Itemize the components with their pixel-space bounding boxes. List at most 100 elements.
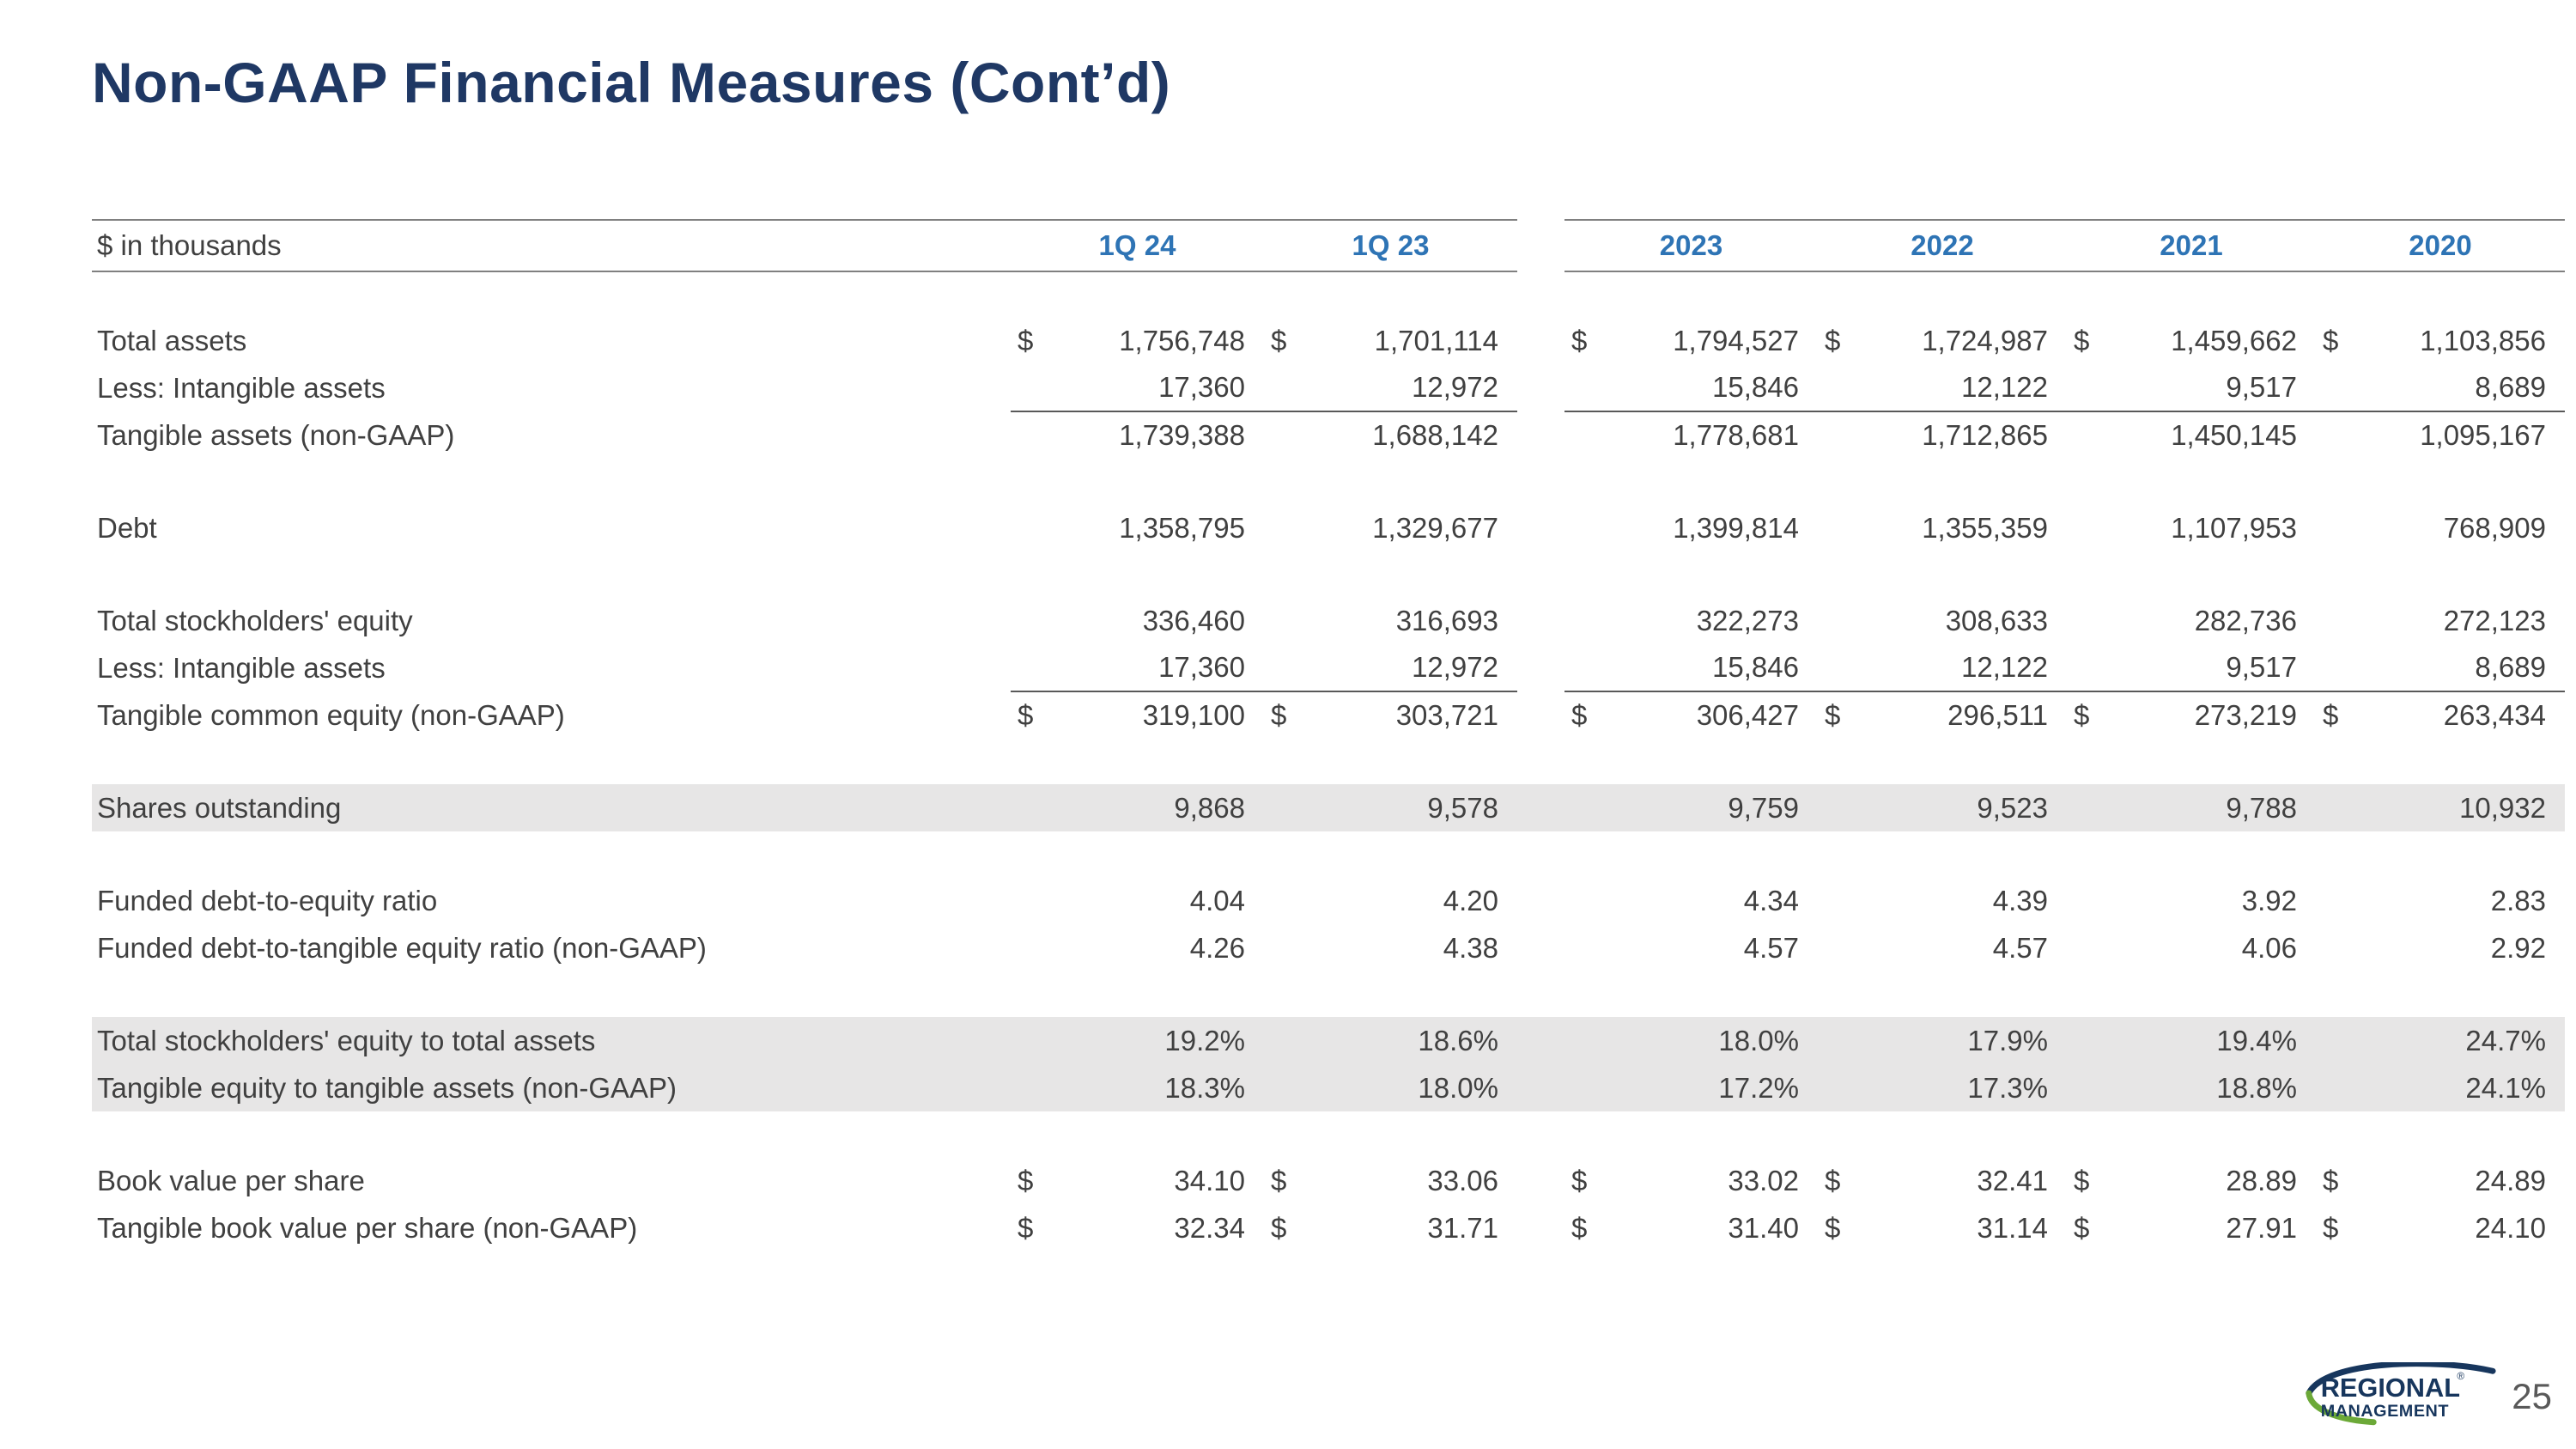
cell-value: 9,517 (2110, 644, 2316, 692)
dollar-sign: $ (2074, 1211, 2090, 1244)
dollar-sign (1011, 504, 1054, 551)
column-gap (1517, 597, 1564, 644)
cell-value: 306,427 (1696, 699, 1799, 731)
financial-table: $ in thousands 1Q 24 1Q 23 2023 2022 2021 2020… (92, 219, 2565, 1251)
dollar-sign (1564, 924, 1607, 971)
page-number: 25 (2512, 1375, 2552, 1416)
column-gap (1517, 364, 1564, 411)
dollar-sign (1011, 644, 1054, 692)
cell-value: 1,701,114 (1374, 324, 1498, 356)
spacer-row (92, 271, 2565, 317)
cell-value: 768,909 (2443, 511, 2546, 544)
regional-management-logo: REGIONAL ® MANAGEMENT (2290, 1361, 2503, 1430)
cell-value: 12,122 (1861, 644, 2067, 692)
column-gap (1517, 1157, 1564, 1204)
column-header: 2022 (1818, 219, 2067, 272)
dollar-sign: $ (1271, 324, 1287, 356)
cell-value: 322,273 (1696, 604, 1799, 636)
dollar-sign (1818, 411, 1861, 459)
row-label: Shares outstanding (92, 784, 1011, 831)
dollar-sign (1564, 364, 1607, 412)
column-header: 2023 (1564, 219, 1818, 272)
dollar-sign: $ (1018, 324, 1034, 356)
dollar-sign: $ (1018, 699, 1034, 731)
table-row: Funded debt-to-equity ratio 4.04 4.20 4.34 4… (92, 877, 2565, 924)
cell-value: 12,972 (1307, 364, 1517, 412)
cell-value: 33.06 (1427, 1164, 1498, 1196)
table-row: Tangible equity to tangible assets (non-… (92, 1064, 2565, 1111)
dollar-sign (1011, 597, 1054, 644)
column-gap (1517, 504, 1564, 551)
dollar-sign (1818, 1017, 1861, 1064)
cell-value: 9,788 (2110, 784, 2316, 831)
cell-value: 12,122 (1861, 364, 2067, 412)
dollar-sign: $ (1825, 699, 1841, 731)
dollar-sign (2316, 1064, 2359, 1111)
column-gap (1517, 1064, 1564, 1111)
dollar-sign (2316, 597, 2359, 644)
table-row: Tangible assets (non-GAAP) 1,739,388 1,688… (92, 411, 2565, 459)
cell-value: 17.9% (1861, 1017, 2067, 1064)
column-gap (1517, 1017, 1564, 1064)
cell-value: 1,358,795 (1119, 511, 1245, 544)
cell-value: 1,724,987 (1922, 324, 2048, 356)
dollar-sign (2067, 784, 2110, 831)
dollar-sign: $ (1825, 1211, 1841, 1244)
table-row: Less: Intangible assets 17,360 12,972 15,84… (92, 364, 2565, 412)
dollar-sign (1564, 411, 1607, 459)
table-row: Less: Intangible assets 17,360 12,972 15,84… (92, 644, 2565, 692)
cell-value: 9,578 (1307, 784, 1517, 831)
spacer-cell (92, 1111, 2565, 1157)
spacer-row (92, 459, 2565, 504)
table-row: Tangible book value per share (non-GAAP)… (92, 1204, 2565, 1251)
dollar-sign (1818, 877, 1861, 924)
cell-value: 3.92 (2241, 884, 2297, 916)
dollar-sign: $ (1571, 1211, 1588, 1244)
cell-value: 4.34 (1743, 884, 1799, 916)
cell-value: 32.41 (1977, 1164, 2048, 1196)
cell-value: 1,355,359 (1922, 511, 2048, 544)
cell-value: 1,778,681 (1673, 419, 1799, 451)
dollar-sign (1818, 504, 1861, 551)
cell-value: 1,739,388 (1119, 419, 1245, 451)
dollar-sign: $ (2074, 699, 2090, 731)
row-label: Total stockholders' equity (97, 604, 413, 636)
dollar-sign: $ (1825, 324, 1841, 356)
cell-value: 4.57 (1992, 931, 2048, 964)
dollar-sign: $ (1571, 1164, 1588, 1196)
cell-value: 28.89 (2226, 1164, 2297, 1196)
row-label: Debt (97, 511, 157, 544)
cell-value: 18.0% (1607, 1017, 1818, 1064)
dollar-sign: $ (1571, 699, 1588, 731)
cell-value: 18.6% (1307, 1017, 1517, 1064)
cell-value: 1,794,527 (1673, 324, 1799, 356)
cell-value: 18.0% (1307, 1064, 1517, 1111)
cell-value: 9,523 (1861, 784, 2067, 831)
dollar-sign (1011, 924, 1054, 971)
cell-value: 336,460 (1142, 604, 1245, 636)
cell-value: 27.91 (2226, 1211, 2297, 1244)
dollar-sign (1818, 1064, 1861, 1111)
dollar-sign (2316, 877, 2359, 924)
column-header: 2021 (2067, 219, 2316, 272)
dollar-sign (1011, 784, 1054, 831)
dollar-sign (1264, 597, 1307, 644)
cell-value: 1,459,662 (2171, 324, 2297, 356)
dollar-sign: $ (1018, 1164, 1034, 1196)
spacer-cell (92, 271, 2565, 317)
cell-value: 4.04 (1189, 884, 1245, 916)
table-row: Total stockholders' equity to total asse… (92, 1017, 2565, 1064)
spacer-row (92, 1111, 2565, 1157)
dollar-sign (1264, 924, 1307, 971)
dollar-sign (1818, 364, 1861, 412)
cell-value: 2.92 (2490, 931, 2546, 964)
dollar-sign (2316, 924, 2359, 971)
dollar-sign (2067, 644, 2110, 692)
column-gap (1517, 644, 1564, 691)
dollar-sign (2067, 364, 2110, 412)
non-gaap-measures-table: $ in thousands 1Q 24 1Q 23 2023 2022 2021 2020… (92, 219, 2565, 1251)
cell-value: 1,095,167 (2420, 419, 2546, 451)
dollar-sign: $ (1571, 324, 1588, 356)
spacer-row (92, 831, 2565, 877)
cell-value: 10,932 (2359, 784, 2565, 831)
